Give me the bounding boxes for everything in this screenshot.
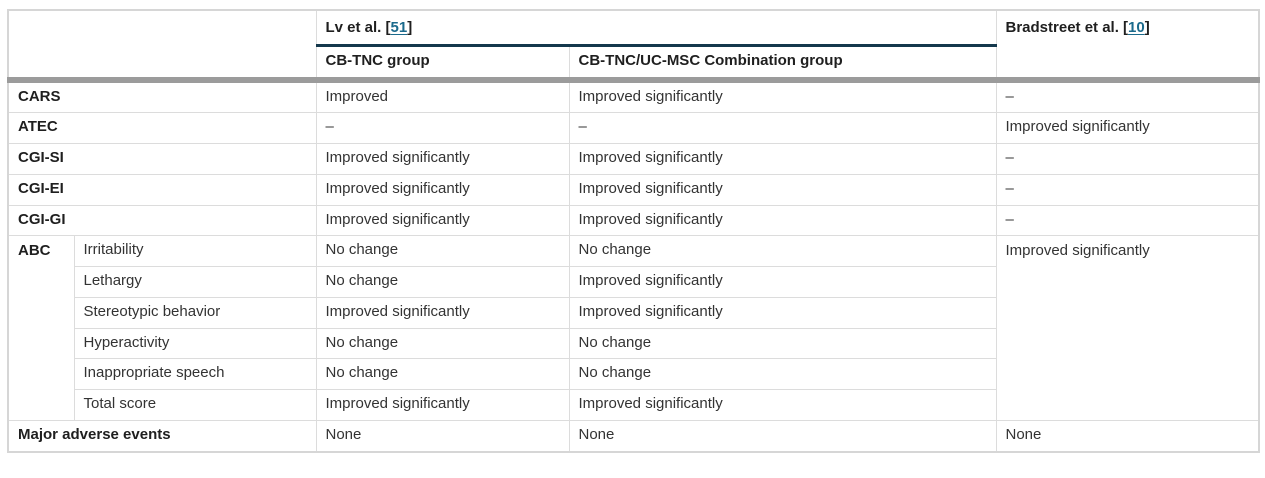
table-row-major-adverse-events: Major adverse events None None None (7, 419, 1260, 453)
cell-combo: Improved significantly (568, 296, 997, 329)
table-row-cars: CARS Improved Improved significantly – (7, 78, 1260, 114)
cell-combo: – (568, 112, 997, 144)
cell-combo: No change (568, 235, 997, 267)
table-row-abc-lethargy: Lethargy No change Improved significantl… (8, 266, 1259, 298)
group-header-cbtnc: CB-TNC group (315, 44, 570, 83)
cell-cbtnc: Improved significantly (315, 173, 570, 206)
study1-bracket-close: ] (407, 19, 413, 36)
study2-header: Bradstreet et al. [10] (995, 9, 1260, 83)
cell-cbtnc: Improved significantly (315, 389, 570, 421)
cell-bradstreet: None (995, 419, 1260, 453)
row-label: CGI-GI (7, 204, 317, 237)
row-label: CGI-EI (7, 173, 317, 206)
study2-name: Bradstreet et al. [ (1005, 19, 1129, 36)
cell-cbtnc: None (315, 419, 570, 453)
cell-cbtnc: – (315, 112, 570, 144)
cell-cbtnc: Improved significantly (315, 143, 570, 175)
sub-label: Hyperactivity (73, 327, 317, 360)
cell-cbtnc: Improved significantly (315, 204, 570, 237)
group-header-combination: CB-TNC/UC-MSC Combination group (568, 44, 997, 83)
cell-combo: Improved significantly (568, 78, 997, 114)
study1-name: Lv et al. [ (325, 19, 391, 36)
row-label-abc: ABC (7, 235, 75, 421)
row-label: CARS (7, 78, 317, 114)
citation-link-51[interactable]: 51 (390, 19, 408, 36)
cell-combo: No change (568, 327, 997, 360)
cell-combo: Improved significantly (568, 173, 997, 206)
table-row-abc-hyperactivity: Hyperactivity No change No change (8, 327, 1259, 360)
cell-bradstreet: – (995, 173, 1260, 206)
sub-label: Inappropriate speech (73, 358, 317, 390)
header-row-studies: Lv et al. [51] Bradstreet et al. [10] (7, 9, 1260, 83)
sub-label: Lethargy (73, 266, 317, 298)
table-row-abc-inappropriate-speech: Inappropriate speech No change No change (8, 358, 1259, 390)
cell-combo: No change (568, 358, 997, 390)
table-row-cgi-gi: CGI-GI Improved significantly Improved s… (7, 204, 1260, 237)
cell-bradstreet: Improved significantly (995, 112, 1260, 144)
table-row-cgi-ei: CGI-EI Improved significantly Improved s… (7, 173, 1260, 206)
row-label: CGI-SI (7, 143, 317, 175)
cell-cbtnc: No change (315, 327, 570, 360)
cell-cbtnc: No change (315, 266, 570, 298)
sub-label: Irritability (73, 235, 317, 267)
row-label: ATEC (7, 112, 317, 144)
cell-cbtnc: No change (315, 235, 570, 267)
cell-combo: Improved significantly (568, 266, 997, 298)
cell-bradstreet: – (995, 143, 1260, 175)
sub-label: Stereotypic behavior (73, 296, 317, 329)
cell-bradstreet: – (995, 204, 1260, 237)
study2-bracket-close: ] (1144, 19, 1150, 36)
cell-combo: Improved significantly (568, 143, 997, 175)
cell-combo: None (568, 419, 997, 453)
study-outcomes-table: Lv et al. [51] Bradstreet et al. [10] CB… (7, 9, 1260, 453)
cell-bradstreet-abc-merged: Improved significantly (995, 235, 1260, 421)
table-row-atec: ATEC – – Improved significantly (7, 112, 1260, 144)
cell-cbtnc: No change (315, 358, 570, 390)
table-row-abc-total-score: Total score Improved significantly Impro… (8, 389, 1259, 421)
row-label: Major adverse events (7, 419, 317, 453)
study1-header: Lv et al. [51] (315, 9, 997, 47)
cell-cbtnc: Improved significantly (315, 296, 570, 329)
cell-bradstreet: – (995, 78, 1260, 114)
citation-link-10[interactable]: 10 (1128, 19, 1145, 36)
sub-label: Total score (73, 389, 317, 421)
table-row-abc-irritability: ABC Irritability No change No change Imp… (7, 235, 1260, 421)
corner-cell (7, 9, 317, 83)
table-row-cgi-si: CGI-SI Improved significantly Improved s… (7, 143, 1260, 175)
cell-combo: Improved significantly (568, 389, 997, 421)
cell-combo: Improved significantly (568, 204, 997, 237)
header-row-groups: CB-TNC group CB-TNC/UC-MSC Combination g… (8, 44, 1259, 83)
cell-cbtnc: Improved (315, 78, 570, 114)
table-row-abc-stereotypic-behavior: Stereotypic behavior Improved significan… (8, 296, 1259, 329)
